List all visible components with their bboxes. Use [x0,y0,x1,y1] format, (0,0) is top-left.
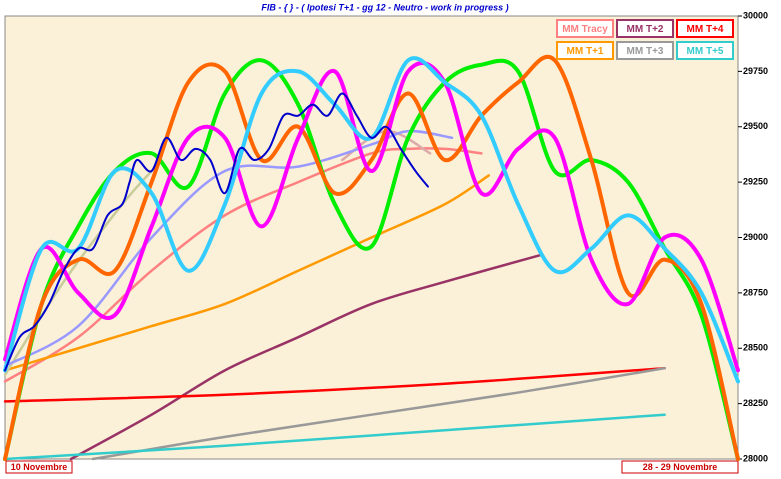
legend-box [676,41,734,60]
end-label-box [621,460,739,474]
series-line [3,366,666,403]
series-line [3,174,491,372]
y-tick-label: 29750 [743,66,768,76]
legend-label: MM Tracy [562,24,608,35]
y-tick-label: 28250 [743,398,768,408]
series-line [3,169,153,377]
series-line [3,55,740,461]
series-line [3,413,666,461]
series-line [3,56,740,384]
legend-label: MM T+5 [687,46,724,57]
y-tick-label: 29500 [743,121,768,131]
legend-label: MM T+1 [567,46,604,57]
legend-box [676,19,734,38]
legend-label: MM T+3 [627,46,664,57]
y-tick-label: 28500 [743,343,768,353]
series-line [3,61,740,373]
legend-box [556,41,614,60]
y-tick-label: 28000 [743,453,768,463]
series-line [69,253,542,461]
legend-box [616,19,674,38]
end-label: 28 - 29 Novembre [643,462,718,472]
series-line [91,366,666,461]
legend-label: MM T+4 [687,24,724,35]
start-label: 10 Novembre [11,462,68,472]
legend-box [616,41,674,60]
y-tick-label: 30000 [743,10,768,20]
start-label-box [5,460,73,474]
chart-title: FIB - { } - ( Ipotesi T+1 - gg 12 - Neut… [261,2,508,12]
y-tick-label: 28750 [743,287,768,297]
series-line [4,92,429,372]
y-tick-label: 29250 [743,177,768,187]
legend-label: MM T+2 [627,24,664,35]
y-tick-label: 29000 [743,232,768,242]
legend-box [556,19,614,38]
